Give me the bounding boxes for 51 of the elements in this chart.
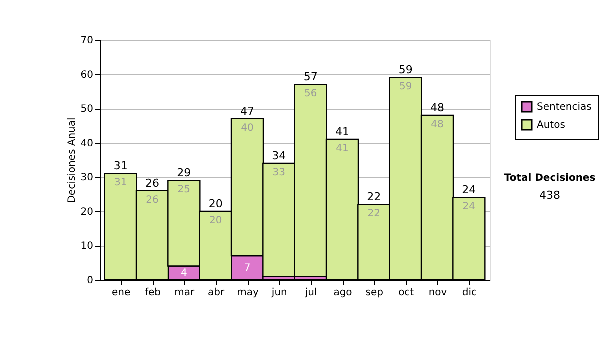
legend-label: Sentencias — [537, 102, 592, 113]
y-tick-label: 10 — [80, 241, 94, 252]
x-tick-label: oct — [398, 288, 414, 298]
total-label: 24 — [462, 184, 476, 197]
data-label: 24 — [462, 202, 476, 213]
total-label: 48 — [430, 101, 444, 114]
legend-label: Autos — [537, 120, 566, 131]
data-label: 4 — [180, 268, 188, 280]
y-tick-label: 0 — [87, 276, 94, 286]
y-axis-title: Decisiones Anual — [66, 118, 78, 204]
x-tick-label: ago — [334, 288, 352, 298]
text: 438 — [540, 189, 560, 202]
total-label: 29 — [177, 166, 192, 180]
x-tick-label: feb — [144, 288, 162, 298]
x-tick-label: nov — [428, 288, 448, 298]
data-label: 56 — [304, 88, 318, 100]
data-label: 26 — [146, 194, 159, 206]
data-label: 31 — [114, 178, 128, 189]
x-tick-label: sep — [366, 288, 384, 298]
x-tick-label: jun — [270, 288, 288, 298]
y-tick-label: 20 — [80, 206, 94, 218]
y-tick-label: 40 — [80, 138, 94, 150]
x-tick-label: may — [237, 288, 259, 298]
data-label: 48 — [431, 119, 444, 130]
total-label: 41 — [336, 125, 350, 138]
x-tick-label: abr — [208, 288, 226, 298]
x-tick-label: ene — [112, 288, 131, 298]
total-label: 34 — [272, 149, 286, 162]
data-label: 33 — [272, 167, 286, 178]
data-label: 7 — [244, 263, 251, 274]
total-label: 31 — [114, 160, 128, 173]
x-tick-label: mar — [174, 288, 196, 298]
total-label: 22 — [367, 190, 382, 204]
y-tick-label: 70 — [80, 36, 94, 46]
data-label: 59 — [399, 82, 412, 93]
total-label: 47 — [240, 104, 254, 118]
data-label: 20 — [209, 215, 222, 226]
total-label: 57 — [304, 70, 318, 84]
x-tick-label: jul — [304, 288, 318, 298]
data-label: 41 — [336, 143, 349, 154]
text: Total Decisiones — [504, 173, 596, 184]
data-label: 25 — [178, 184, 191, 196]
x-tick-label: dic — [462, 288, 477, 298]
data-label: 22 — [368, 208, 381, 220]
total-label: 59 — [398, 64, 413, 77]
y-tick-label: 60 — [80, 70, 94, 81]
total-label: 26 — [146, 176, 160, 190]
y-tick-label: 50 — [80, 104, 94, 116]
y-tick-label: 30 — [80, 172, 94, 184]
data-label: 40 — [241, 122, 254, 134]
total-label: 20 — [208, 197, 223, 210]
